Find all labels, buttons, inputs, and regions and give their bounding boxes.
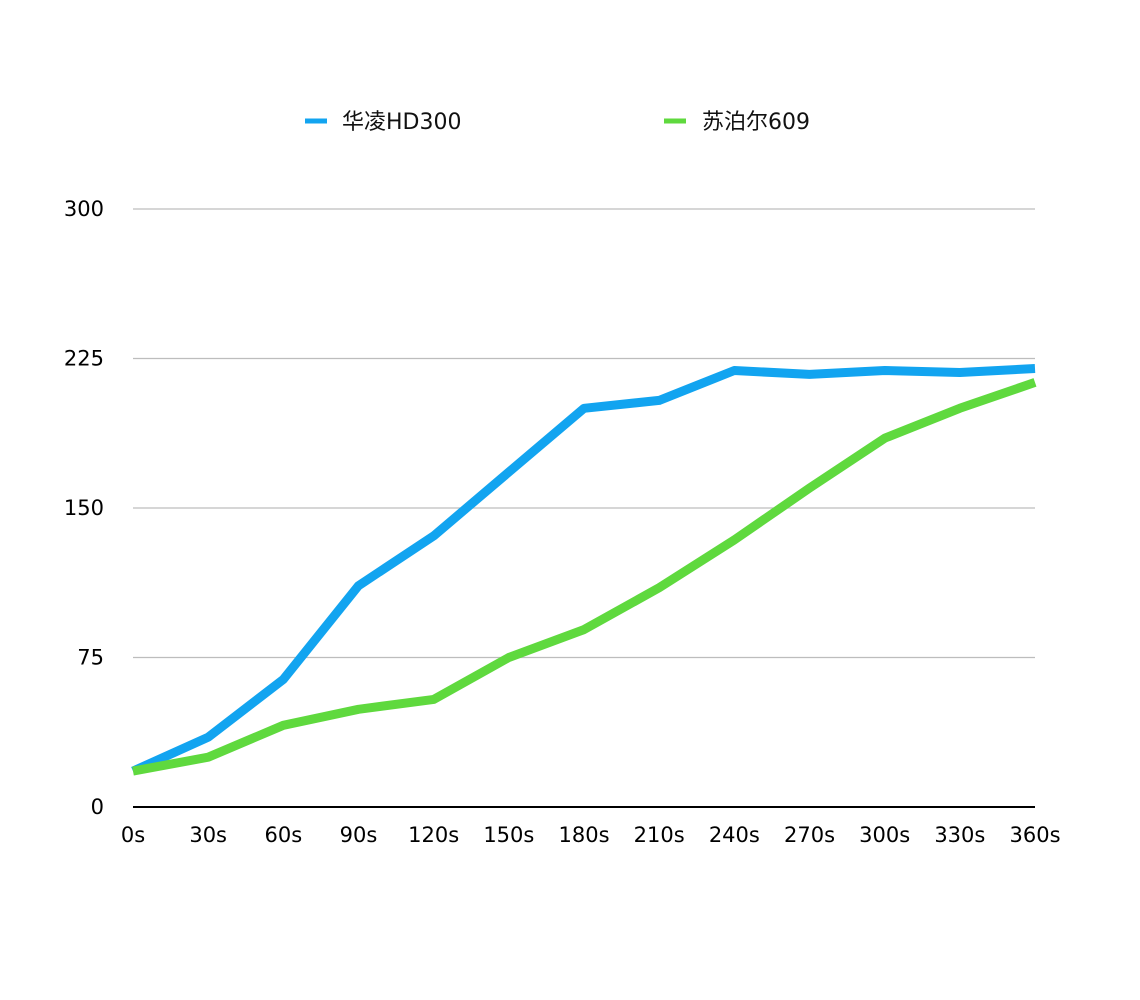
x-tick-label: 210s bbox=[634, 823, 685, 847]
x-tick-label: 90s bbox=[340, 823, 378, 847]
legend-label-2: 苏泊尔609 bbox=[702, 110, 810, 135]
axes: 0 75 150 225 300 0s 30s 60s 90s 120s 150s 180s 210s 2… bbox=[64, 197, 1061, 847]
y-tick-label: 75 bbox=[77, 646, 104, 670]
x-tick-label: 240s bbox=[709, 823, 760, 847]
x-tick-label: 180s bbox=[558, 823, 609, 847]
y-tick-label: 300 bbox=[64, 197, 104, 221]
y-tick-label: 225 bbox=[64, 347, 104, 371]
series-line-1 bbox=[131, 364, 1036, 776]
x-tick-label: 0s bbox=[121, 823, 145, 847]
x-tick-label: 300s bbox=[859, 823, 910, 847]
x-tick-label: 330s bbox=[934, 823, 985, 847]
legend: 华凌HD300 苏泊尔609 bbox=[305, 110, 810, 135]
series-lines bbox=[131, 364, 1037, 776]
series-line-2 bbox=[132, 378, 1037, 776]
y-tick-label: 150 bbox=[64, 496, 104, 520]
x-tick-label: 150s bbox=[483, 823, 534, 847]
x-tick-label: 120s bbox=[408, 823, 459, 847]
x-tick-label: 270s bbox=[784, 823, 835, 847]
y-tick-label: 0 bbox=[91, 795, 104, 819]
x-tick-label: 360s bbox=[1009, 823, 1060, 847]
x-tick-label: 30s bbox=[189, 823, 227, 847]
legend-label-1: 华凌HD300 bbox=[342, 110, 461, 135]
x-tick-label: 60s bbox=[264, 823, 302, 847]
gridlines bbox=[133, 208, 1035, 659]
